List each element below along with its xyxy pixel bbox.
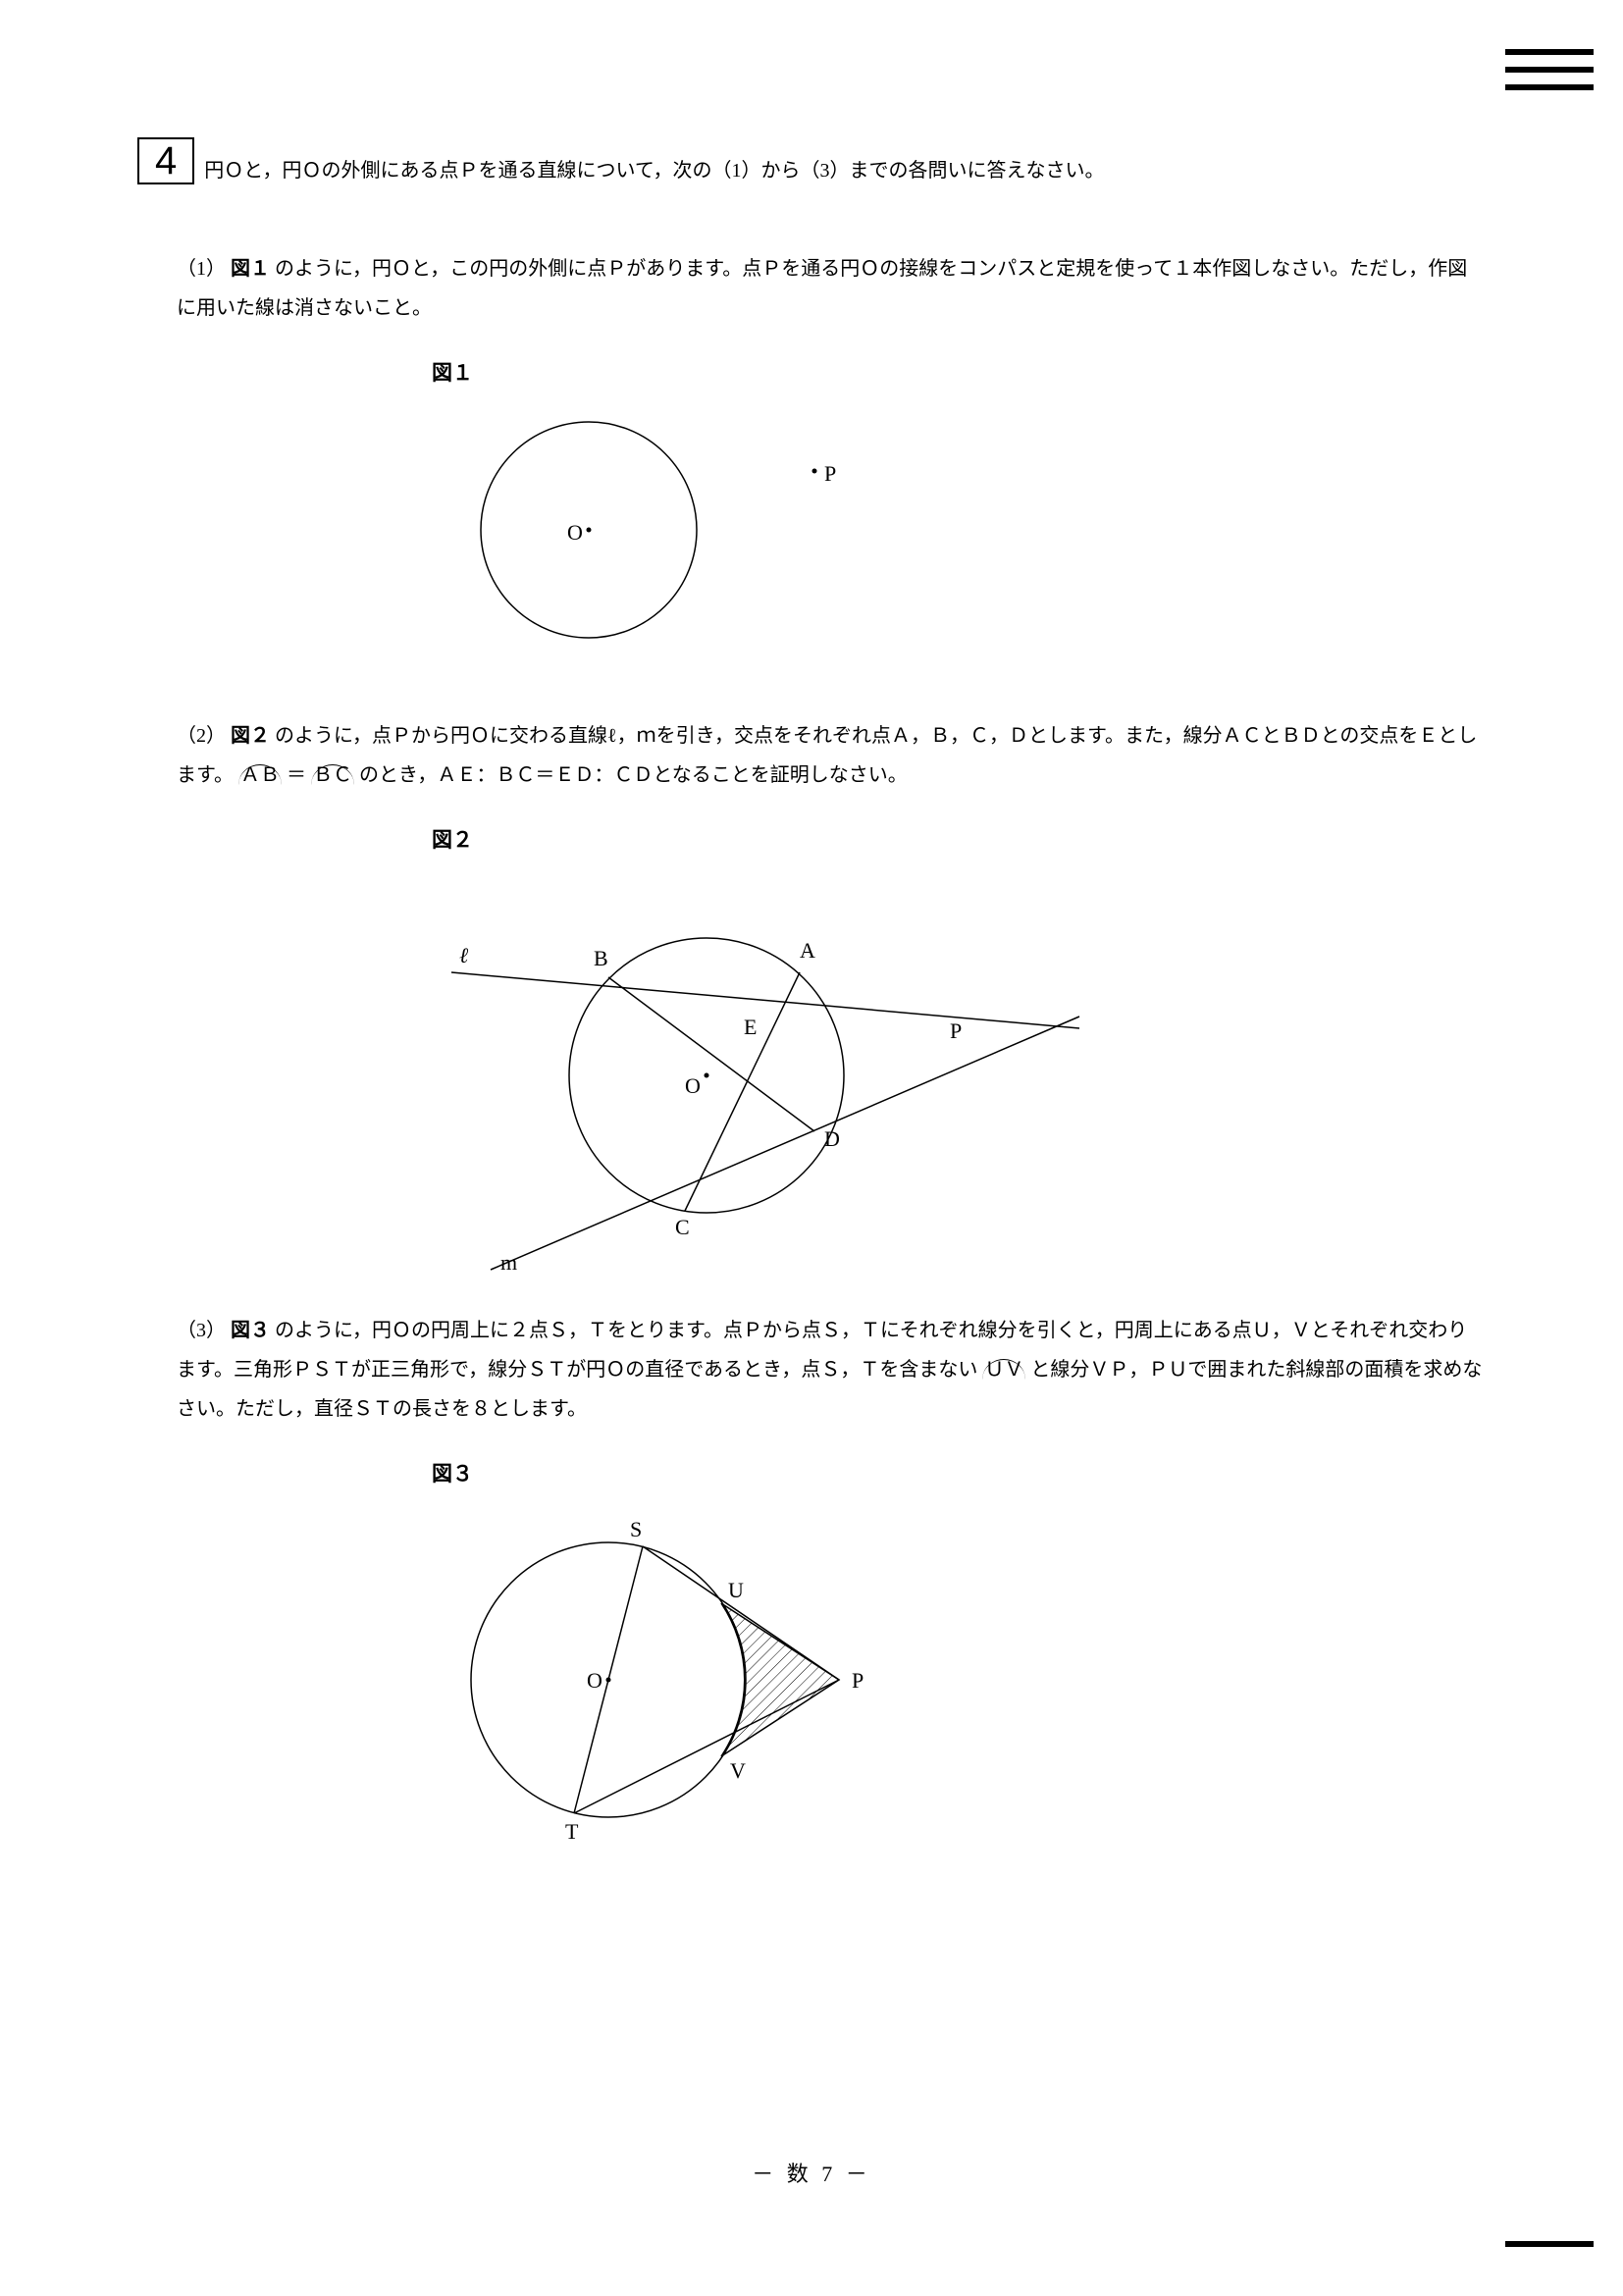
question-intro: 4 円Ｏと，円Ｏの外側にある点Ｐを通る直線について，次の（1）から（3）までの各… <box>137 137 1486 190</box>
svg-text:P: P <box>950 1018 962 1043</box>
svg-text:D: D <box>824 1126 840 1151</box>
sub1-fig-ref: 図１ <box>231 258 270 280</box>
figure-3-svg: O S T P U V <box>393 1493 981 1866</box>
sub-question-3: （3） 図３ のように，円Ｏの円周上に２点Ｓ，Ｔをとります。点Ｐから点Ｓ，Ｔにそ… <box>177 1311 1486 1429</box>
figure-1-svg: O P <box>393 392 942 677</box>
svg-text:ℓ: ℓ <box>459 943 469 967</box>
svg-text:P: P <box>824 461 836 486</box>
svg-text:O: O <box>567 520 583 545</box>
svg-text:E: E <box>744 1015 757 1039</box>
svg-text:O: O <box>587 1668 602 1693</box>
svg-text:T: T <box>565 1819 579 1844</box>
svg-text:m: m <box>500 1250 517 1272</box>
svg-text:U: U <box>728 1578 744 1602</box>
sub-question-1: （1） 図１ のように，円Ｏと，この円の外側に点Ｐがあります。点Ｐを通る円Ｏの接… <box>177 249 1486 328</box>
figure-2-block: 図２ Oℓ m A B C D P E <box>137 824 1486 1272</box>
svg-text:B: B <box>594 946 608 970</box>
eq-mid: ＝ <box>287 764 306 786</box>
svg-text:P: P <box>852 1668 864 1693</box>
figure-2-svg: Oℓ m A B C D P E <box>393 860 1099 1272</box>
figure-3-block: 図３ O S T P U V <box>137 1458 1486 1866</box>
sub2-fig-ref: 図２ <box>231 725 270 747</box>
sub2-label: （2） <box>177 725 226 747</box>
svg-text:O: O <box>685 1073 701 1098</box>
svg-text:A: A <box>800 938 815 963</box>
arc-uv: ＵＶ <box>982 1359 1025 1380</box>
arc-ab: ＡＢ <box>238 764 282 785</box>
sub1-text: のように，円Ｏと，この円の外側に点Ｐがあります。点Ｐを通る円Ｏの接線をコンパスと… <box>177 258 1467 319</box>
question-number-box: 4 <box>137 137 194 184</box>
page: 4 円Ｏと，円Ｏの外側にある点Ｐを通る直線について，次の（1）から（3）までの各… <box>0 0 1623 1984</box>
figure-3-label: 図３ <box>432 1458 1486 1487</box>
figure-1-label: 図１ <box>432 357 1486 387</box>
bottom-mark <box>1505 2241 1594 2247</box>
sub3-fig-ref: 図３ <box>231 1320 270 1341</box>
intro-text: 円Ｏと，円Ｏの外側にある点Ｐを通る直線について，次の（1）から（3）までの各問い… <box>204 137 1486 190</box>
svg-text:V: V <box>730 1758 746 1783</box>
figure-1-block: 図１ O P <box>137 357 1486 677</box>
svg-text:C: C <box>675 1215 690 1239</box>
sub2-text-c: のとき，ＡＥ：ＢＣ＝ＥＤ：ＣＤとなることを証明しなさい。 <box>359 764 908 786</box>
sub3-label: （3） <box>177 1320 226 1341</box>
arc-bc: ＢＣ <box>311 764 354 785</box>
figure-2-label: 図２ <box>432 824 1486 854</box>
sub1-label: （1） <box>177 258 226 280</box>
page-footer: － 数 7 － <box>0 2157 1623 2188</box>
corner-marks <box>1505 49 1594 102</box>
svg-text:S: S <box>630 1517 642 1541</box>
sub-question-2: （2） 図２ のように，点Ｐから円Ｏに交わる直線ℓ，ｍを引き，交点をそれぞれ点Ａ… <box>177 716 1486 795</box>
